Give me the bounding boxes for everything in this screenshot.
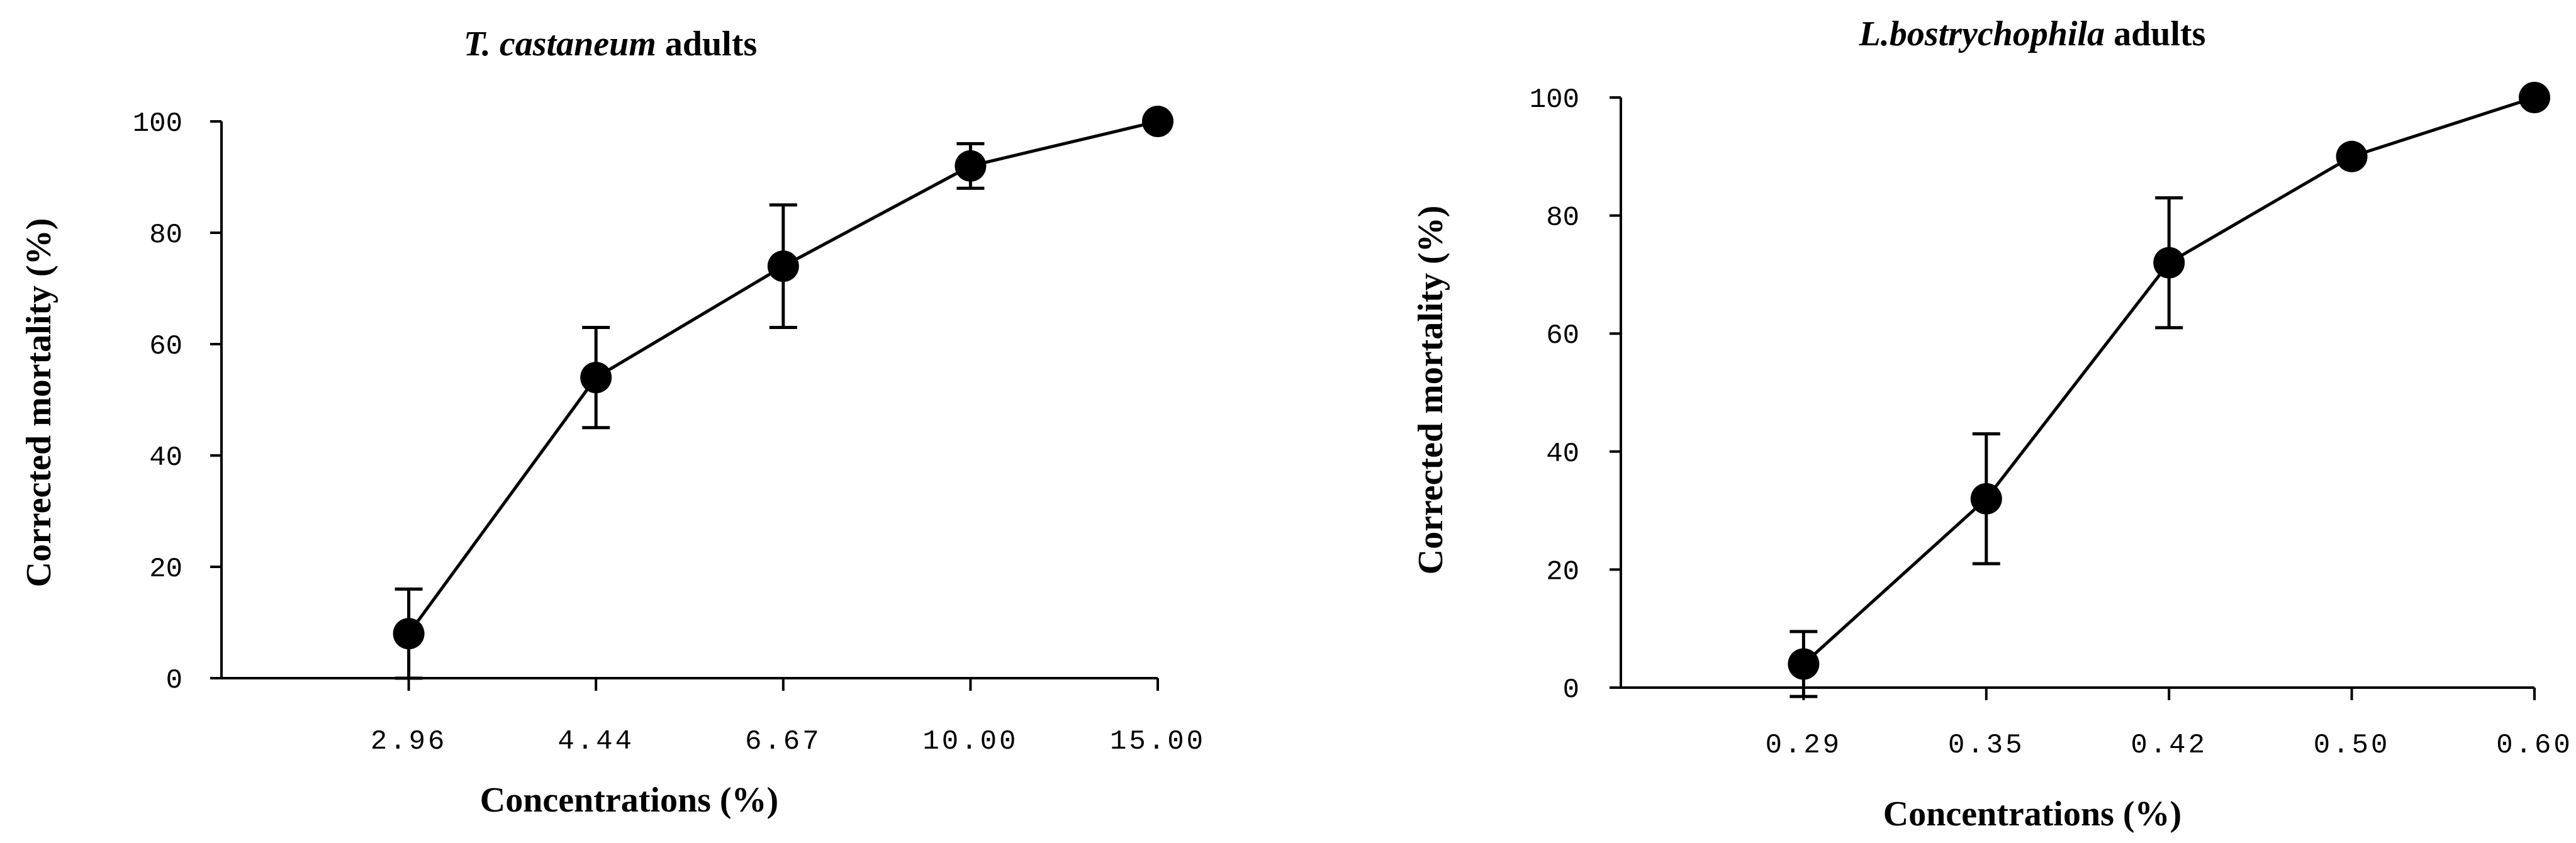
chart-title: L.bostrychophila adults <box>1859 14 2206 53</box>
chart-title-suffix: adults <box>2105 14 2205 53</box>
x-tick-label: 0.50 <box>2314 730 2390 761</box>
data-point <box>2336 140 2368 172</box>
y-tick-label: 0 <box>166 665 182 696</box>
y-tick-label: 40 <box>149 442 182 474</box>
x-tick-label: 4.44 <box>557 726 634 757</box>
y-tick-label: 20 <box>1546 556 1579 588</box>
chart-1: T. castaneum adults 0 20 40 60 80 100 2.96 4.44 6… <box>20 25 1206 820</box>
y-tick-label: 40 <box>1546 438 1579 470</box>
y-tick-label: 100 <box>1530 84 1579 116</box>
data-point <box>1970 483 2002 515</box>
data-point <box>2153 247 2185 279</box>
y-tick-label: 60 <box>1546 320 1579 352</box>
y-tick-label: 0 <box>1563 674 1579 706</box>
y-tick-label: 100 <box>133 108 182 140</box>
x-tick-label: 0.60 <box>2496 730 2573 761</box>
y-tick-label: 60 <box>149 331 182 362</box>
x-tick-label: 2.96 <box>371 726 447 757</box>
chart-title-species: L.bostrychophila <box>1859 14 2105 53</box>
chart-title-suffix: adults <box>656 25 757 64</box>
x-tick-label: 10.00 <box>922 726 1018 757</box>
series-line <box>407 120 1158 635</box>
data-point <box>580 362 612 394</box>
chart-title-species: T. castaneum <box>464 25 656 64</box>
y-tick-label: 20 <box>149 554 182 585</box>
x-tick-label: 0.35 <box>1948 730 2025 761</box>
data-point <box>393 618 425 650</box>
x-tick-label: 6.67 <box>745 726 822 757</box>
x-tick-label: 0.29 <box>1766 730 1842 761</box>
data-point <box>955 150 987 182</box>
y-tick-label: 80 <box>1546 203 1579 234</box>
data-point <box>767 250 799 282</box>
chart-title: T. castaneum adults <box>464 25 757 64</box>
x-tick-label: 15.00 <box>1110 726 1206 757</box>
x-axis-label: Concentrations (%) <box>480 781 778 820</box>
y-axis-label: Corrected mortality (%) <box>1411 206 1450 575</box>
y-tick-label: 80 <box>149 220 182 251</box>
chart-2: L.bostrychophila adults 0 20 40 60 80 100 0.29 0… <box>1411 14 2573 834</box>
data-point <box>2519 82 2550 113</box>
data-point <box>1788 648 1820 680</box>
x-tick-label: 0.42 <box>2131 730 2207 761</box>
x-axis-label: Concentrations (%) <box>1883 795 2181 834</box>
data-point <box>1142 106 1173 137</box>
series-line <box>1802 96 2535 666</box>
y-axis-label: Corrected mortality (%) <box>20 218 59 588</box>
